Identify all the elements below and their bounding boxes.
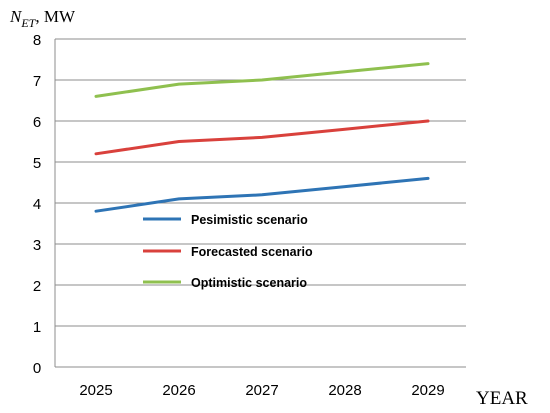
series-line-1 [94, 176, 430, 213]
x-tick-label: 2028 [328, 382, 361, 399]
y-tick-label: 8 [33, 32, 41, 49]
legend-label: Optimistic scenario [191, 276, 307, 290]
y-tick-label: 6 [33, 114, 41, 131]
y-tick-labels: 0 1 2 3 4 5 6 7 8 [33, 32, 41, 377]
legend-label: Pesimistic scenario [191, 213, 308, 227]
series-lines [94, 62, 430, 213]
y-tick-label: 4 [33, 196, 41, 213]
y-axis-label-unit: , MW [35, 7, 76, 26]
y-axis-label: NET, MW [9, 7, 76, 30]
y-axis-label-sub: ET [20, 16, 36, 30]
x-axis-label: YEAR [476, 388, 528, 409]
y-tick-label: 5 [33, 155, 41, 172]
y-tick-label: 0 [33, 360, 41, 377]
x-tick-label: 2029 [411, 382, 444, 399]
series-line-2 [94, 119, 430, 156]
series-line-3 [94, 62, 430, 98]
y-tick-label: 3 [33, 237, 41, 254]
x-tick-label: 2027 [245, 382, 278, 399]
gridlines [55, 38, 466, 327]
x-tick-label: 2025 [79, 382, 112, 399]
y-tick-label: 1 [33, 319, 41, 336]
x-tick-labels: 2025 2026 2027 2028 2029 [79, 382, 444, 399]
y-tick-label: 2 [33, 278, 41, 295]
legend: Pesimistic scenario Forecasted scenario Op… [143, 213, 313, 290]
y-axis-label-main: N [9, 7, 23, 26]
y-tick-label: 7 [33, 73, 41, 90]
axes [54, 39, 466, 368]
x-tick-label: 2026 [162, 382, 195, 399]
legend-label: Forecasted scenario [191, 245, 313, 259]
